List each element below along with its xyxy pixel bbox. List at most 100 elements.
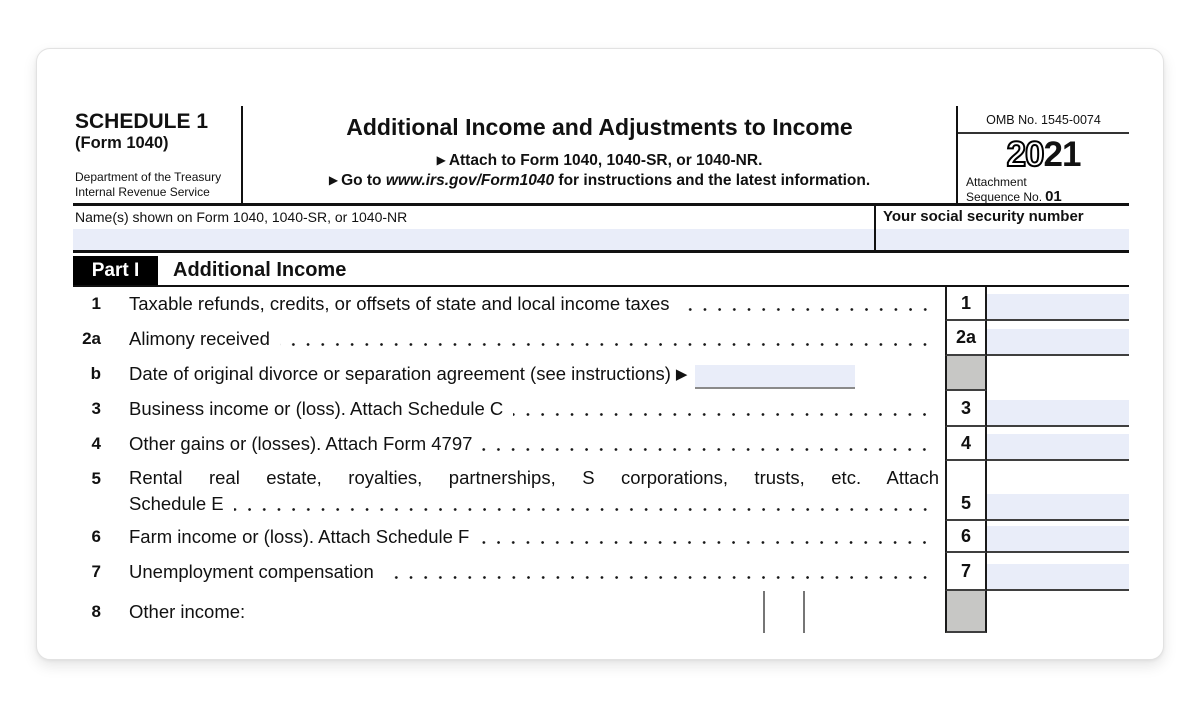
line-2b-amount-cell <box>987 356 1129 391</box>
dot-leader <box>383 553 938 591</box>
arrow-icon: ▶ <box>675 365 688 383</box>
line-7-amount-cell <box>987 553 1129 591</box>
form-header: SCHEDULE 1 (Form 1040) Department of the… <box>73 106 1129 206</box>
line-2a-amount-cell <box>987 321 1129 356</box>
line-5-box-label: 5 <box>945 461 987 521</box>
line-5-row: 5 Rental real estate, royalties, partner… <box>73 461 1129 521</box>
line-5-text-line2: Schedule E <box>129 493 224 514</box>
line-8-divider-tick <box>803 591 805 633</box>
part1-badge: Part I <box>73 256 158 285</box>
name-input[interactable] <box>73 229 874 250</box>
line-3-number: 3 <box>91 399 101 418</box>
sequence-label: Sequence No. <box>966 189 1043 204</box>
line-2a-box-label: 2a <box>945 321 987 356</box>
tax-year-outline: 20 <box>1006 134 1046 175</box>
arrow-icon: ▶ <box>328 173 339 187</box>
tax-year-bold: 21 <box>1043 135 1082 174</box>
line-8-text: Other income: <box>129 601 246 622</box>
line-4-number: 4 <box>91 434 101 453</box>
sequence-number: 01 <box>1045 187 1062 205</box>
line-2a-row: 2a Alimony received 2a <box>73 321 1129 356</box>
line-6-text: Farm income or (loss). Attach Schedule F <box>129 526 470 547</box>
part1-header: Part I Additional Income <box>73 253 1129 287</box>
line-5-amount-cell <box>987 461 1129 521</box>
ssn-cell: Your social security number <box>874 206 1129 250</box>
goto-prefix: Go to <box>341 172 386 189</box>
line-4-text: Other gains or (losses). Attach Form 479… <box>129 433 473 454</box>
line-8-number: 8 <box>91 602 101 621</box>
dot-leader <box>479 521 937 553</box>
line-2b-row: b Date of original divorce or separation… <box>73 356 1129 391</box>
line-3-box-label: 3 <box>945 391 987 427</box>
name-label: Name(s) shown on Form 1040, 1040-SR, or … <box>75 209 408 225</box>
form-number-label: (Form 1040) <box>75 134 169 152</box>
irs-label: Internal Revenue Service <box>75 184 210 199</box>
line-5-text-line1: Rental real estate, royalties, partnersh… <box>129 467 939 488</box>
additional-income-table: 1 Taxable refunds, credits, or offsets o… <box>73 287 1129 633</box>
form-title: Additional Income and Adjustments to Inc… <box>346 114 853 140</box>
line-8-divider-tick <box>763 591 765 633</box>
tax-year: 2021 <box>958 134 1129 175</box>
line-1-number: 1 <box>91 294 101 313</box>
line-6-number: 6 <box>91 527 101 546</box>
line-6-amount-input[interactable] <box>987 526 1129 551</box>
dot-leader <box>233 491 938 517</box>
dot-leader <box>279 321 938 356</box>
dot-leader <box>513 391 937 427</box>
schedule-label: SCHEDULE 1 <box>75 110 209 133</box>
line-8-row: 8 Other income: <box>73 591 1129 633</box>
line-5-number: 5 <box>91 469 101 488</box>
omb-number: OMB No. 1545-0074 <box>958 106 1129 134</box>
line-3-row: 3 Business income or (loss). Attach Sche… <box>73 391 1129 427</box>
line-2a-amount-input[interactable] <box>987 329 1129 354</box>
form-page: SCHEDULE 1 (Form 1040) Department of the… <box>36 48 1164 660</box>
line-8-amount-cell <box>987 591 1129 633</box>
line-2b-shaded-cell <box>945 356 987 391</box>
line-4-row: 4 Other gains or (losses). Attach Form 4… <box>73 427 1129 461</box>
irs-url: www.irs.gov/Form1040 <box>385 172 555 189</box>
arrow-icon: ▶ <box>436 153 446 167</box>
line-7-row: 7 Unemployment compensation 7 <box>73 553 1129 591</box>
attachment-sequence: Attachment Sequence No. 01 <box>958 175 1129 205</box>
line-1-box-label: 1 <box>945 287 987 321</box>
attachment-label: Attachment <box>966 175 1027 189</box>
line-1-row: 1 Taxable refunds, credits, or offsets o… <box>73 287 1129 321</box>
line-8-shaded-cell <box>945 591 987 633</box>
ssn-input[interactable] <box>876 229 1129 250</box>
line-7-box-label: 7 <box>945 553 987 591</box>
line-1-text: Taxable refunds, credits, or offsets of … <box>129 293 670 314</box>
line-1-amount-cell <box>987 287 1129 321</box>
line-4-amount-input[interactable] <box>987 434 1129 459</box>
part1-title: Additional Income <box>173 259 347 281</box>
treasury-label: Department of the Treasury <box>75 170 222 184</box>
line-7-amount-input[interactable] <box>987 564 1129 589</box>
line-7-text: Unemployment compensation <box>129 561 374 582</box>
line-2a-text: Alimony received <box>129 327 270 349</box>
line-2b-number: b <box>90 363 101 383</box>
dot-leader <box>482 427 937 461</box>
header-center-block: Additional Income and Adjustments to Inc… <box>243 106 958 203</box>
ssn-label: Your social security number <box>883 208 1084 225</box>
line-3-text: Business income or (loss). Attach Schedu… <box>129 398 504 419</box>
line-6-amount-cell <box>987 521 1129 553</box>
line-4-amount-cell <box>987 427 1129 461</box>
header-right-block: OMB No. 1545-0074 2021 Attachment Sequen… <box>958 106 1129 205</box>
name-cell: Name(s) shown on Form 1040, 1040-SR, or … <box>73 206 874 250</box>
attach-instruction: ▶ Attach to Form 1040, 1040-SR, or 1040-N… <box>243 152 956 170</box>
line-2b-text: Date of original divorce or separation a… <box>129 362 671 384</box>
line-2a-number: 2a <box>82 328 101 348</box>
line-2b-date-input[interactable] <box>695 364 856 389</box>
line-5-amount-input[interactable] <box>987 494 1129 519</box>
line-4-box-label: 4 <box>945 427 987 461</box>
attach-text: Attach to Form 1040, 1040-SR, or 1040-NR… <box>448 152 763 169</box>
goto-suffix: for instructions and the latest informat… <box>554 172 871 189</box>
line-6-box-label: 6 <box>945 521 987 553</box>
line-7-number: 7 <box>91 562 101 581</box>
goto-instruction: ▶ Go to www.irs.gov/Form1040 for instruct… <box>243 172 956 190</box>
line-6-row: 6 Farm income or (loss). Attach Schedule… <box>73 521 1129 553</box>
identity-row: Name(s) shown on Form 1040, 1040-SR, or … <box>73 206 1129 253</box>
line-3-amount-input[interactable] <box>987 400 1129 425</box>
dot-leader <box>679 287 938 321</box>
header-left-block: SCHEDULE 1 (Form 1040) Department of the… <box>73 106 243 203</box>
line-1-amount-input[interactable] <box>987 294 1129 319</box>
